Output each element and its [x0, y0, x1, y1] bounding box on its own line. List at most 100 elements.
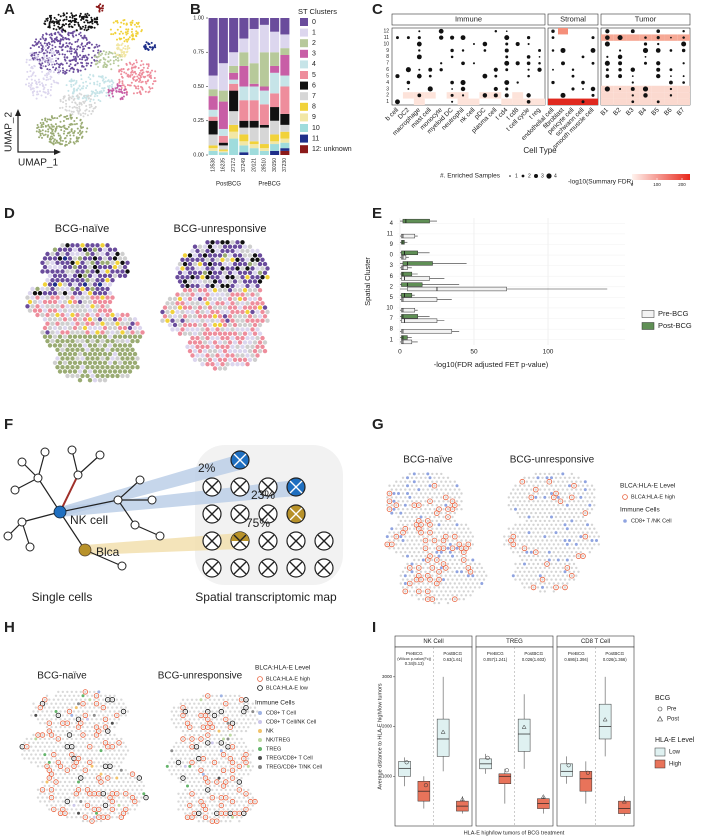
spot	[188, 297, 192, 301]
umap-point	[123, 96, 125, 98]
spot	[35, 287, 39, 291]
spot	[64, 710, 66, 712]
umap-point	[37, 124, 39, 126]
spot	[73, 757, 75, 759]
spot	[65, 339, 69, 343]
bar-segment	[280, 148, 289, 151]
dot	[451, 56, 454, 59]
spot	[215, 266, 219, 270]
spot	[77, 749, 79, 751]
immune-cell	[584, 488, 587, 491]
umap-point	[62, 64, 64, 66]
umap-point	[41, 119, 43, 121]
umap-point	[84, 55, 86, 57]
umap-point	[142, 89, 144, 91]
spot	[60, 365, 64, 369]
spot	[178, 279, 182, 283]
spot	[205, 362, 209, 366]
spot	[541, 508, 543, 510]
spot	[433, 594, 435, 596]
spot	[548, 543, 550, 545]
spot	[218, 245, 222, 249]
dot	[631, 87, 635, 91]
spot	[115, 374, 119, 378]
spot	[98, 706, 100, 708]
spot	[95, 365, 99, 369]
spot	[103, 300, 107, 304]
spot	[113, 804, 115, 806]
spot	[454, 559, 456, 561]
spot	[100, 339, 104, 343]
spot	[88, 317, 92, 321]
umap-point	[70, 116, 72, 118]
spot	[422, 488, 424, 490]
spot	[130, 356, 134, 360]
spot	[198, 262, 202, 266]
spot	[178, 271, 182, 275]
spot	[523, 586, 525, 588]
spot	[258, 332, 262, 336]
spot	[589, 543, 591, 545]
spot	[120, 313, 124, 317]
spot	[436, 481, 438, 483]
umap-point	[66, 12, 68, 14]
spot	[388, 539, 390, 541]
spot	[265, 310, 269, 314]
spot	[46, 710, 48, 712]
spot	[573, 500, 575, 502]
immune-cell	[467, 574, 470, 577]
spot	[541, 555, 543, 557]
spot	[55, 356, 59, 360]
spot	[200, 310, 204, 314]
umap-point	[120, 73, 122, 75]
umap-point	[65, 103, 67, 105]
spot	[53, 265, 57, 269]
spot	[427, 481, 429, 483]
spot	[70, 356, 74, 360]
spot	[80, 252, 84, 256]
umap-point	[73, 84, 75, 86]
spot	[449, 535, 451, 537]
spot	[82, 710, 84, 712]
spot	[55, 765, 57, 767]
spot	[33, 300, 37, 304]
spot	[95, 789, 97, 791]
umap-point	[51, 129, 53, 131]
umap-point	[79, 119, 81, 121]
spot	[476, 567, 478, 569]
umap-point	[140, 86, 142, 88]
spot	[195, 266, 199, 270]
spot	[526, 512, 528, 514]
spot	[575, 575, 577, 577]
spot	[395, 535, 397, 537]
dot	[418, 49, 420, 51]
spot	[70, 243, 74, 247]
spot	[240, 319, 244, 323]
dot	[505, 55, 508, 58]
spot	[548, 481, 550, 483]
spot	[73, 369, 77, 373]
spot	[78, 378, 82, 382]
umap-point	[45, 96, 47, 98]
spot	[557, 543, 559, 545]
dot	[396, 36, 399, 39]
spot	[526, 543, 528, 545]
spot	[469, 586, 471, 588]
legend-label: 3	[312, 51, 316, 58]
spot	[62, 706, 64, 708]
spot	[478, 571, 480, 573]
umap-point	[71, 111, 73, 113]
spot	[260, 319, 264, 323]
umap-point	[102, 66, 104, 68]
umap-point	[101, 10, 103, 12]
spot	[73, 308, 77, 312]
spot	[406, 516, 408, 518]
umap-point	[106, 64, 108, 66]
spot	[120, 339, 124, 343]
spot	[580, 520, 582, 522]
spot	[568, 547, 570, 549]
spot	[213, 349, 217, 353]
spot	[265, 275, 269, 279]
bar-segment	[229, 91, 238, 112]
spot	[95, 287, 99, 291]
